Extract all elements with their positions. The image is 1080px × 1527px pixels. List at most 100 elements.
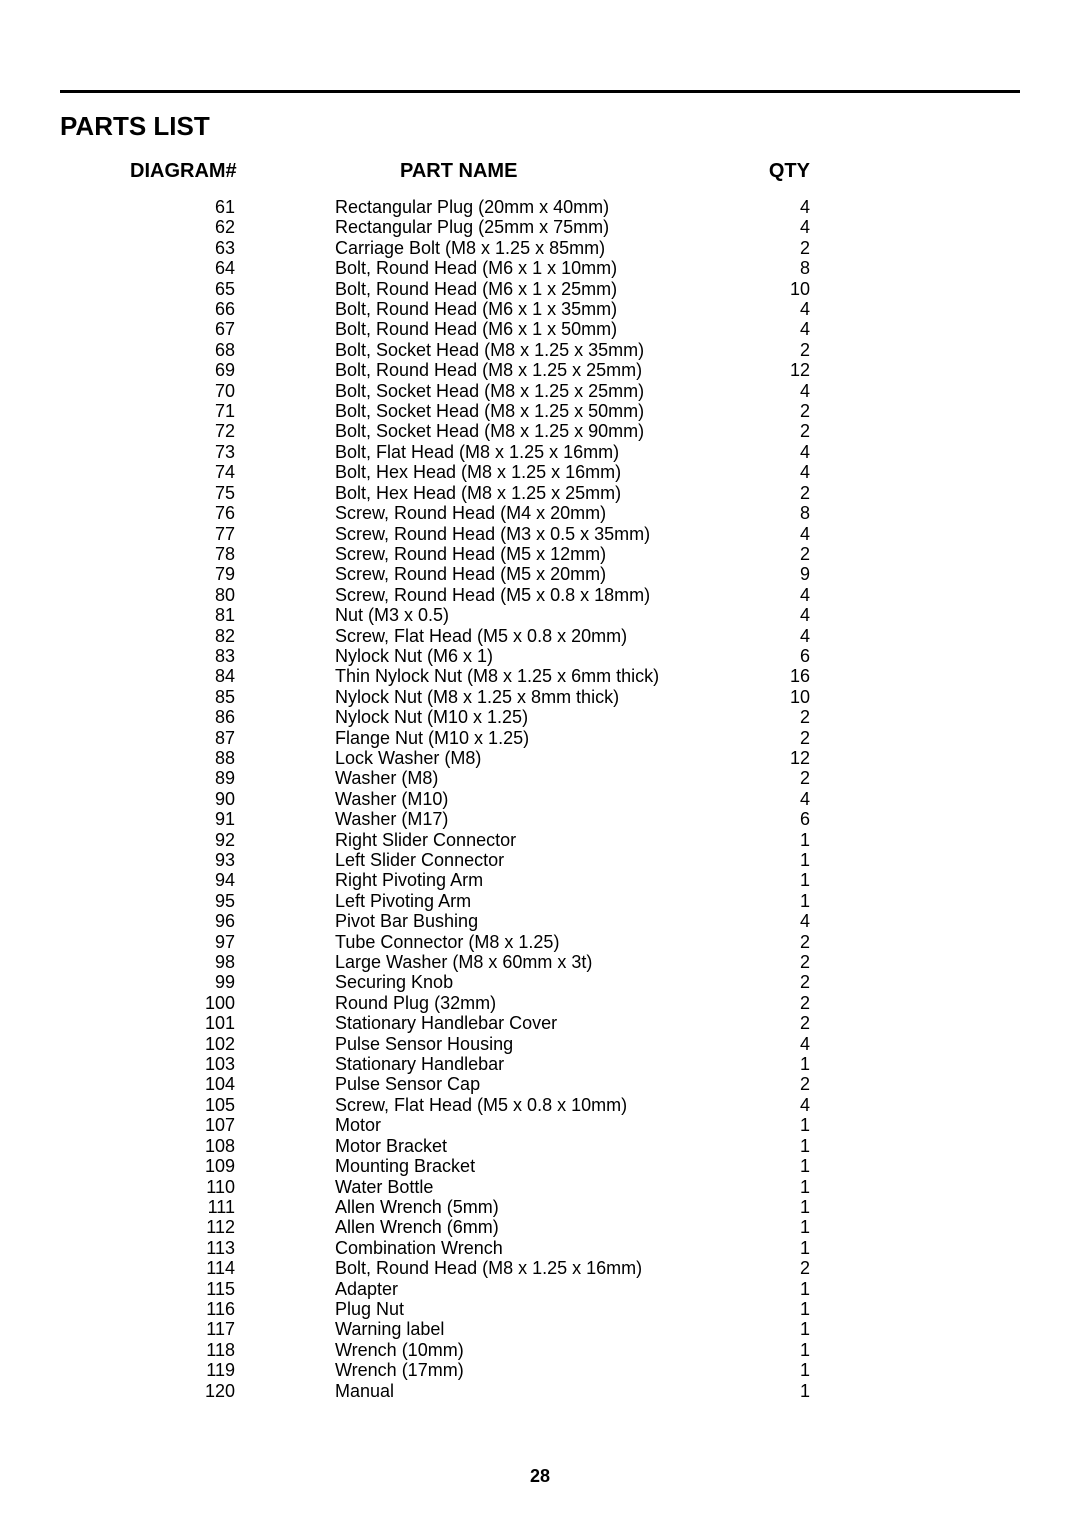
cell-qty: 4 — [750, 319, 810, 339]
cell-diagram: 116 — [130, 1299, 335, 1319]
cell-diagram: 79 — [130, 564, 335, 584]
cell-qty: 1 — [750, 1217, 810, 1237]
cell-partname: Screw, Round Head (M3 x 0.5 x 35mm) — [335, 524, 750, 544]
table-row: 64Bolt, Round Head (M6 x 1 x 10mm)8 — [130, 258, 810, 278]
cell-qty: 2 — [750, 1013, 810, 1033]
cell-diagram: 91 — [130, 809, 335, 829]
cell-partname: Nylock Nut (M10 x 1.25) — [335, 707, 750, 727]
table-row: 112Allen Wrench (6mm)1 — [130, 1217, 810, 1237]
cell-partname: Allen Wrench (5mm) — [335, 1197, 750, 1217]
cell-partname: Screw, Flat Head (M5 x 0.8 x 20mm) — [335, 626, 750, 646]
cell-diagram: 93 — [130, 850, 335, 870]
cell-partname: Screw, Round Head (M5 x 12mm) — [335, 544, 750, 564]
table-row: 109Mounting Bracket1 — [130, 1156, 810, 1176]
cell-qty: 4 — [750, 605, 810, 625]
cell-partname: Right Slider Connector — [335, 830, 750, 850]
cell-diagram: 75 — [130, 483, 335, 503]
cell-qty: 8 — [750, 503, 810, 523]
table-body: 61Rectangular Plug (20mm x 40mm)462Recta… — [130, 197, 810, 1401]
table-row: 110Water Bottle1 — [130, 1177, 810, 1197]
cell-qty: 4 — [750, 585, 810, 605]
table-row: 66Bolt, Round Head (M6 x 1 x 35mm)4 — [130, 299, 810, 319]
cell-qty: 1 — [750, 1177, 810, 1197]
page-number: 28 — [0, 1466, 1080, 1487]
table-row: 68Bolt, Socket Head (M8 x 1.25 x 35mm)2 — [130, 340, 810, 360]
cell-partname: Screw, Round Head (M4 x 20mm) — [335, 503, 750, 523]
table-row: 96Pivot Bar Bushing4 — [130, 911, 810, 931]
cell-diagram: 71 — [130, 401, 335, 421]
cell-diagram: 97 — [130, 932, 335, 952]
table-row: 88Lock Washer (M8)12 — [130, 748, 810, 768]
cell-qty: 4 — [750, 462, 810, 482]
cell-qty: 4 — [750, 1034, 810, 1054]
cell-partname: Screw, Flat Head (M5 x 0.8 x 10mm) — [335, 1095, 750, 1115]
cell-qty: 4 — [750, 911, 810, 931]
table-row: 98Large Washer (M8 x 60mm x 3t)2 — [130, 952, 810, 972]
cell-diagram: 110 — [130, 1177, 335, 1197]
table-row: 67Bolt, Round Head (M6 x 1 x 50mm)4 — [130, 319, 810, 339]
cell-partname: Bolt, Round Head (M6 x 1 x 50mm) — [335, 319, 750, 339]
table-row: 63Carriage Bolt (M8 x 1.25 x 85mm)2 — [130, 238, 810, 258]
cell-partname: Rectangular Plug (20mm x 40mm) — [335, 197, 750, 217]
cell-partname: Bolt, Round Head (M6 x 1 x 25mm) — [335, 279, 750, 299]
table-row: 62Rectangular Plug (25mm x 75mm)4 — [130, 217, 810, 237]
cell-partname: Nylock Nut (M6 x 1) — [335, 646, 750, 666]
cell-partname: Right Pivoting Arm — [335, 870, 750, 890]
cell-diagram: 103 — [130, 1054, 335, 1074]
table-row: 85Nylock Nut (M8 x 1.25 x 8mm thick)10 — [130, 687, 810, 707]
cell-diagram: 89 — [130, 768, 335, 788]
cell-qty: 16 — [750, 666, 810, 686]
cell-diagram: 82 — [130, 626, 335, 646]
cell-partname: Washer (M8) — [335, 768, 750, 788]
cell-diagram: 62 — [130, 217, 335, 237]
cell-diagram: 102 — [130, 1034, 335, 1054]
table-row: 113Combination Wrench1 — [130, 1238, 810, 1258]
cell-qty: 12 — [750, 748, 810, 768]
table-row: 101Stationary Handlebar Cover2 — [130, 1013, 810, 1033]
cell-qty: 4 — [750, 217, 810, 237]
cell-diagram: 84 — [130, 666, 335, 686]
cell-partname: Warning label — [335, 1319, 750, 1339]
cell-diagram: 107 — [130, 1115, 335, 1135]
table-row: 93Left Slider Connector1 — [130, 850, 810, 870]
cell-partname: Screw, Round Head (M5 x 20mm) — [335, 564, 750, 584]
cell-qty: 2 — [750, 1258, 810, 1278]
table-row: 120Manual1 — [130, 1381, 810, 1401]
cell-qty: 1 — [750, 1054, 810, 1074]
cell-partname: Stationary Handlebar Cover — [335, 1013, 750, 1033]
cell-partname: Screw, Round Head (M5 x 0.8 x 18mm) — [335, 585, 750, 605]
table-row: 119Wrench (17mm)1 — [130, 1360, 810, 1380]
cell-diagram: 76 — [130, 503, 335, 523]
cell-diagram: 68 — [130, 340, 335, 360]
cell-diagram: 85 — [130, 687, 335, 707]
cell-qty: 4 — [750, 524, 810, 544]
cell-qty: 1 — [750, 1381, 810, 1401]
cell-partname: Left Pivoting Arm — [335, 891, 750, 911]
cell-qty: 1 — [750, 870, 810, 890]
cell-qty: 2 — [750, 401, 810, 421]
cell-qty: 2 — [750, 421, 810, 441]
table-row: 90Washer (M10)4 — [130, 789, 810, 809]
table-row: 89Washer (M8)2 — [130, 768, 810, 788]
cell-qty: 1 — [750, 1319, 810, 1339]
cell-qty: 4 — [750, 789, 810, 809]
cell-diagram: 83 — [130, 646, 335, 666]
cell-qty: 4 — [750, 1095, 810, 1115]
cell-partname: Bolt, Round Head (M8 x 1.25 x 16mm) — [335, 1258, 750, 1278]
cell-diagram: 80 — [130, 585, 335, 605]
cell-qty: 1 — [750, 1340, 810, 1360]
cell-diagram: 74 — [130, 462, 335, 482]
table-row: 79Screw, Round Head (M5 x 20mm)9 — [130, 564, 810, 584]
cell-diagram: 113 — [130, 1238, 335, 1258]
table-row: 75Bolt, Hex Head (M8 x 1.25 x 25mm)2 — [130, 483, 810, 503]
cell-qty: 2 — [750, 932, 810, 952]
cell-qty: 1 — [750, 830, 810, 850]
cell-partname: Pulse Sensor Housing — [335, 1034, 750, 1054]
cell-qty: 2 — [750, 768, 810, 788]
cell-qty: 1 — [750, 1136, 810, 1156]
table-row: 114Bolt, Round Head (M8 x 1.25 x 16mm)2 — [130, 1258, 810, 1278]
table-row: 118Wrench (10mm)1 — [130, 1340, 810, 1360]
table-row: 72Bolt, Socket Head (M8 x 1.25 x 90mm)2 — [130, 421, 810, 441]
cell-qty: 10 — [750, 279, 810, 299]
cell-qty: 4 — [750, 442, 810, 462]
